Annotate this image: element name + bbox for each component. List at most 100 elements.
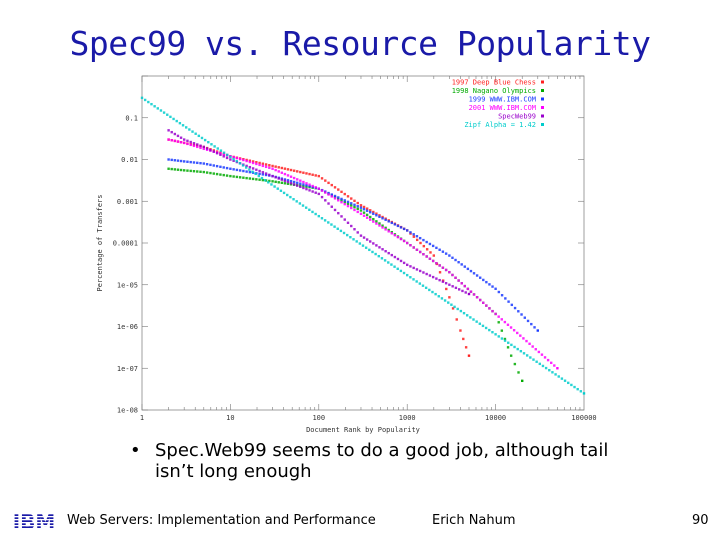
data-point [469,316,472,319]
data-point [364,246,368,249]
data-point [196,143,199,146]
data-point [245,170,248,173]
data-point [359,212,363,216]
data-point [462,337,465,341]
data-point [481,324,485,328]
data-point [460,282,463,285]
data-point [444,252,448,255]
data-point [232,175,235,178]
data-point [488,283,491,286]
data-point [192,142,196,145]
legend-label: 1999 WWW.IBM.COM [469,96,536,104]
data-point [261,178,265,182]
data-point [396,257,400,261]
data-point [199,146,202,150]
data-point [215,172,219,176]
data-point [261,164,265,168]
data-point [271,164,274,168]
data-point [304,206,308,209]
data-point [229,174,232,178]
data-point [356,231,359,234]
data-point [582,392,586,395]
plot-area [141,75,585,411]
data-point [491,330,494,334]
data-point [353,208,356,212]
data-point [267,181,270,184]
data-point [512,329,516,332]
data-point [320,189,324,192]
y-tick-label: 1e-08 [117,407,138,415]
data-point [238,176,242,179]
data-point [205,148,209,151]
data-point [390,221,393,225]
data-point [525,339,528,343]
data-point [428,257,432,260]
data-point [209,148,212,152]
data-point [264,163,268,166]
data-point [296,178,299,181]
data-point [194,132,197,135]
data-point [238,157,242,161]
data-point [441,266,445,269]
data-point [503,339,507,342]
data-point [378,246,381,249]
data-point [356,207,359,211]
legend-label: SpecWeb99 [498,113,536,121]
data-point [459,309,463,313]
data-point [189,169,192,173]
data-point [271,174,274,178]
data-point [412,235,416,238]
data-point [301,204,305,207]
data-point [308,184,311,188]
data-point [199,144,202,147]
data-point [353,203,356,206]
data-point [274,176,277,179]
data-point [222,155,225,158]
data-point [207,140,210,144]
data-point [538,362,541,366]
data-point [302,171,305,174]
data-point [522,352,526,355]
data-point [219,165,222,169]
data-point [299,170,302,174]
data-point [182,141,186,145]
data-point [170,139,173,142]
data-point [469,290,473,293]
y-tick-label: 1e-06 [117,323,138,331]
data-point [506,346,510,349]
data-point [324,179,327,182]
data-point [292,169,296,172]
data-point [455,318,458,321]
data-point [350,202,353,205]
data-point [406,229,409,232]
data-point [254,172,257,176]
data-point [283,167,287,170]
data-point [406,241,409,245]
data-point [229,155,232,159]
data-point [418,269,422,273]
data-point [251,170,254,173]
data-point [333,225,336,228]
data-point [327,193,330,196]
y-tick-label: 0.01 [121,156,138,164]
data-point [531,345,534,348]
data-point [447,301,450,304]
data-point [465,314,469,317]
data-point [314,186,317,189]
data-point [277,170,280,173]
data-point [255,178,258,181]
data-point [510,343,513,347]
data-point [482,301,485,304]
data-point [443,299,447,302]
data-point [438,271,442,274]
data-point [415,248,419,251]
data-point [412,278,415,281]
data-point [169,115,172,119]
data-point [317,187,320,190]
data-point [283,179,287,183]
data-point [261,162,265,165]
data-point [494,287,497,290]
data-point [248,160,252,164]
data-point [453,305,456,309]
data-point [167,167,170,170]
